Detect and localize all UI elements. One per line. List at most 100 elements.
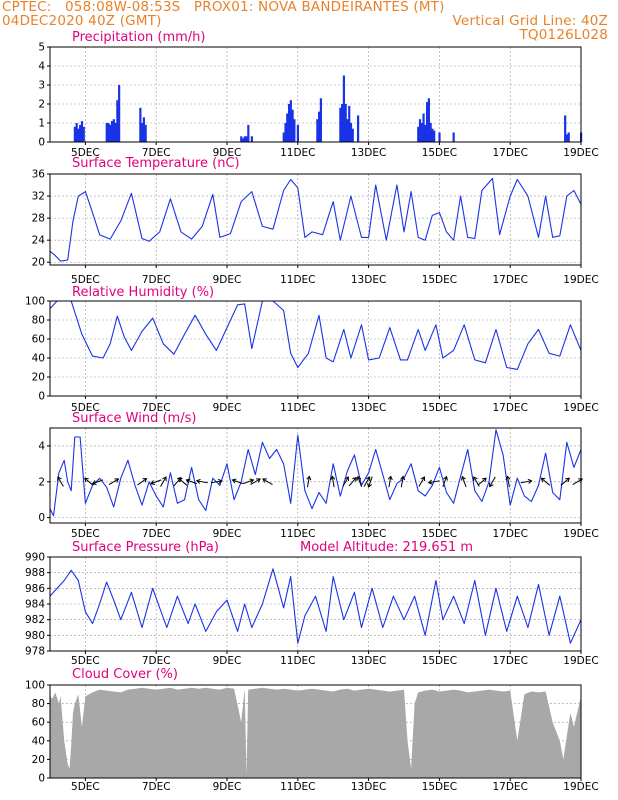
wind-ytick-label: 4 [38,440,45,452]
rh-xtick-label: 5DEC [71,402,100,414]
wind-arrow-head [114,478,120,483]
wind-arrow-shaft [477,477,487,486]
wind-arrow-head [427,479,433,485]
precip-bar [339,107,342,142]
wind-arrow [250,478,261,485]
precip-bar [349,123,353,142]
precip-xtick-label: 17DEC [492,147,527,159]
pres-ytick-label: 990 [25,552,45,564]
wind-xtick-label: 17DEC [492,528,527,540]
wind-arrow [363,476,371,487]
precip-bar [80,121,84,142]
precip-bar [291,109,294,142]
wind-arrow-head [344,476,350,482]
wind-arrow [306,475,312,488]
wind-arrow-shaft [418,476,425,487]
wind-arrow-shaft [428,480,440,484]
precip-bar [139,107,142,142]
temp-xtick-label: 13DEC [351,274,386,286]
wind-arrow-shaft [388,476,392,488]
rh-xtick-label: 17DEC [492,402,527,414]
wind-arrow-head [505,475,511,481]
rh-ytick-label: 80 [32,315,45,327]
pres-xtick-label: 11DEC [280,655,315,667]
cloud-ytick-label: 0 [38,773,45,785]
wind-arrow [108,478,120,485]
precip-bar [424,124,427,142]
rh-series-line [49,300,582,370]
cloud-xtick-label: 9DEC [213,781,242,793]
rh-frame [49,300,582,397]
rh-xtick-label: 7DEC [142,402,171,414]
wind-arrow [57,476,64,487]
wind-arrow-head [57,476,62,482]
wind-arrow-shaft [210,480,222,484]
wind-arrow-shaft [331,476,335,488]
wind-arrow-shaft [489,476,496,487]
precip-xtick-label: 13DEC [351,147,386,159]
precip-bar [426,102,429,142]
wind-arrow-shaft [178,477,188,486]
precip-xtick-label: 7DEC [142,147,171,159]
wind-arrow-head [231,478,237,484]
cloud-area [50,687,581,778]
temp-xtick-label: 9DEC [213,274,242,286]
cloud-ytick-label: 60 [32,717,45,729]
rh-ytick-label: 60 [32,334,45,346]
wind-arrow-shaft [57,476,64,487]
wind-arrow-shaft [84,477,94,486]
precip-bar [112,119,115,142]
temp-xtick-label: 11DEC [280,274,315,286]
wind-arrow-shaft [262,478,273,485]
precip-bar [431,128,434,142]
wind-arrow [262,478,273,485]
precip-bar [564,115,567,142]
temp-xtick-label: 5DEC [71,274,100,286]
temp-frame [49,173,582,266]
temp-title: Surface Temperature (nC) [72,156,240,171]
precip-bar [287,104,291,142]
cloud-frame [49,684,582,779]
precip-xtick-label: 15DEC [422,147,457,159]
pres-panel: 978 980 982 984 986 988 990 5DEC 7DEC 9DEC 11DEC 13… [25,540,599,667]
wind-arrow-shaft [348,477,357,487]
pres-xtick-label: 13DEC [351,655,386,667]
cloud-ytick-label: 80 [32,698,45,710]
wind-arrow-head [177,477,183,483]
precip-bar [348,105,351,142]
temp-series-line [49,177,582,262]
precip-bar [356,115,360,142]
precip-bar [316,119,319,142]
precip-bar [284,123,287,142]
precip-xtick-label: 5DEC [71,147,100,159]
precip-ytick-label: 3 [38,80,45,92]
pres-ytick-label: 984 [25,599,45,611]
cloud-xtick-label: 5DEC [71,781,100,793]
precip-bar [77,128,80,142]
pres-xtick-label: 7DEC [142,655,171,667]
wind-arrow [185,478,197,485]
wind-arrow-shaft [242,479,254,485]
wind-arrow [387,475,393,488]
wind-arrow [572,478,584,485]
header-station: CPTEC: 058:08W-08:53S PROX01: NOVA BANDE… [2,0,445,15]
wind-arrow-head [217,478,223,484]
wind-arrow-head [489,482,494,488]
wind-title: Surface Wind (m/s) [72,411,196,426]
wind-arrow-shaft [363,476,371,487]
header-grid-line: Vertical Grid Line: 40Z [452,13,608,29]
precip-ytick-label: 2 [38,99,45,111]
temp-ytick-label: 20 [32,257,45,269]
precip-bar [289,100,292,142]
wind-series-line [49,429,582,517]
wind-arrow-head [185,478,191,484]
pres-xtick-label: 5DEC [71,655,100,667]
wind-arrow [342,476,350,487]
pres-xtick-label: 19DEC [563,655,598,667]
wind-arrow-shaft [232,479,243,485]
wind-arrow [195,478,208,484]
precip-bar [452,132,455,142]
rh-xtick-label: 11DEC [280,402,315,414]
precip-xtick-label: 19DEC [563,147,598,159]
temp-xtick-label: 7DEC [142,274,171,286]
